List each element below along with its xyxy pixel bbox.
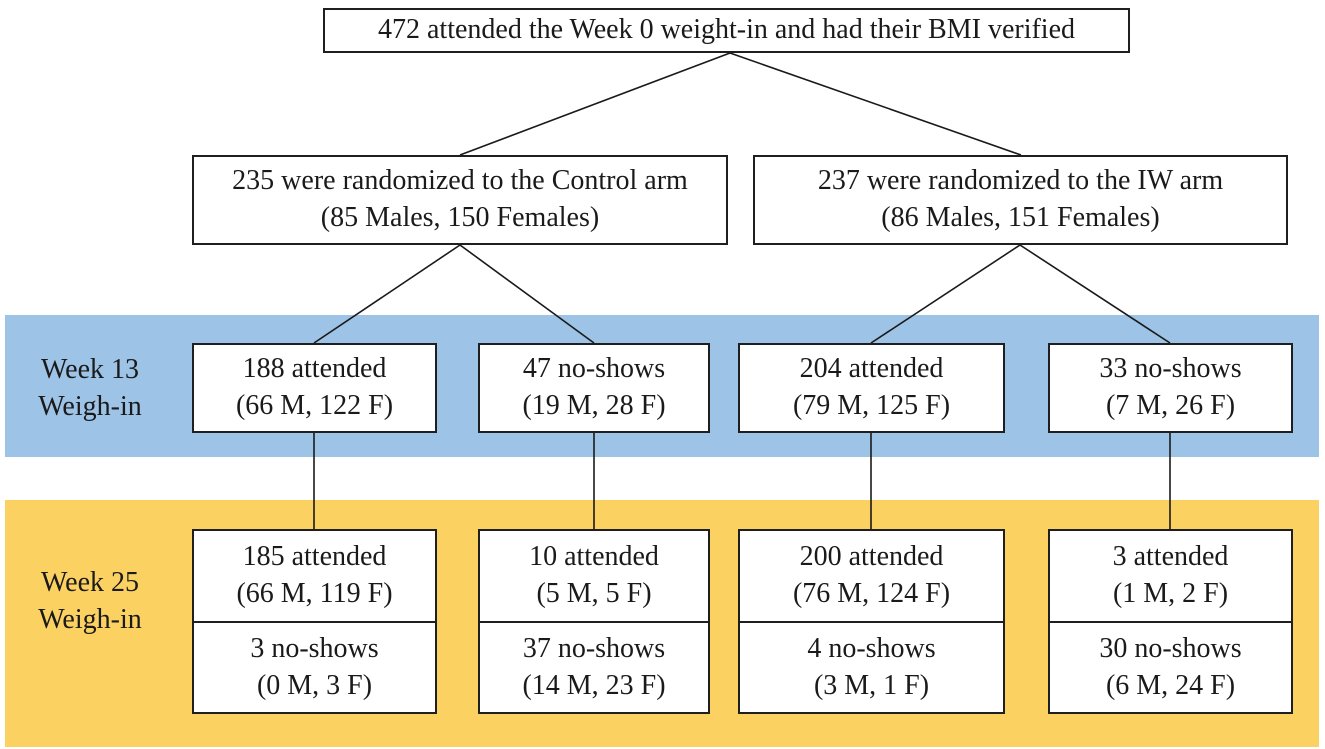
- week25-col3-noshows-cell: 4 no-shows (3 M, 1 F): [740, 623, 1003, 712]
- cell-line2: (14 M, 23 F): [522, 669, 666, 701]
- week25-col3-node: 200 attended (76 M, 124 F) 4 no-shows (3…: [738, 529, 1005, 714]
- node-line2: (79 M, 125 F): [792, 390, 951, 421]
- week13-row-label: Week 13 Weigh-in: [10, 352, 170, 426]
- week25-label-line1: Week 25: [40, 567, 140, 598]
- cell-line1: 10 attended: [529, 541, 659, 573]
- cell-line1: 4 no-shows: [807, 632, 936, 664]
- cell-line1: 37 no-shows: [522, 632, 666, 664]
- iw-arm-line1: 237 were randomized to the IW arm: [817, 165, 1224, 197]
- cell-line2: (5 M, 5 F): [536, 578, 652, 609]
- iw-arm-line2: (86 Males, 151 Females): [881, 202, 1160, 233]
- root-node-text: 472 attended the Week 0 weight-in and ha…: [377, 14, 1076, 46]
- week25-col4-node: 3 attended (1 M, 2 F) 30 no-shows (6 M, …: [1048, 529, 1293, 714]
- node-line1: 47 no-shows: [522, 353, 666, 385]
- cell-line1: 185 attended: [242, 541, 387, 573]
- cell-line2: (6 M, 24 F): [1105, 669, 1236, 701]
- week25-col3-attended-cell: 200 attended (76 M, 124 F): [740, 531, 1003, 623]
- cell-line2: (3 M, 1 F): [813, 669, 930, 701]
- week13-control-attended-node: 188 attended (66 M, 122 F): [192, 343, 437, 433]
- control-arm-line2: (85 Males, 150 Females): [320, 202, 600, 233]
- week25-col1-node: 185 attended (66 M, 119 F) 3 no-shows (0…: [192, 529, 437, 714]
- iw-arm-node: 237 were randomized to the IW arm (86 Ma…: [753, 155, 1288, 245]
- cell-line1: 3 no-shows: [250, 632, 379, 664]
- control-arm-line1: 235 were randomized to the Control arm: [232, 165, 688, 197]
- week25-col4-attended-cell: 3 attended (1 M, 2 F): [1050, 531, 1291, 623]
- node-line2: (7 M, 26 F): [1105, 390, 1236, 421]
- node-line1: 188 attended: [242, 353, 387, 385]
- node-line1: 33 no-shows: [1099, 353, 1242, 385]
- week25-row-label: Week 25 Weigh-in: [10, 565, 170, 639]
- week13-iw-attended-node: 204 attended (79 M, 125 F): [738, 343, 1005, 433]
- cell-line2: (76 M, 124 F): [792, 578, 951, 609]
- week25-col2-node: 10 attended (5 M, 5 F) 37 no-shows (14 M…: [478, 529, 710, 714]
- week13-control-noshows-node: 47 no-shows (19 M, 28 F): [478, 343, 710, 433]
- cell-line1: 3 attended: [1112, 541, 1229, 573]
- cell-line2: (0 M, 3 F): [256, 669, 373, 701]
- week25-label-line2: Weigh-in: [38, 603, 142, 635]
- week13-label-line2: Weigh-in: [38, 390, 142, 422]
- cell-line1: 30 no-shows: [1099, 632, 1242, 664]
- node-line2: (19 M, 28 F): [522, 390, 666, 421]
- week25-col1-attended-cell: 185 attended (66 M, 119 F): [194, 531, 435, 623]
- control-arm-node: 235 were randomized to the Control arm (…: [192, 155, 728, 245]
- cell-line2: (1 M, 2 F): [1112, 578, 1229, 609]
- cell-line1: 200 attended: [799, 541, 944, 573]
- week25-col1-noshows-cell: 3 no-shows (0 M, 3 F): [194, 623, 435, 712]
- week25-col4-noshows-cell: 30 no-shows (6 M, 24 F): [1050, 623, 1291, 712]
- week13-label-line1: Week 13: [40, 354, 140, 385]
- cell-line2: (66 M, 119 F): [236, 578, 393, 609]
- week25-col2-noshows-cell: 37 no-shows (14 M, 23 F): [480, 623, 708, 712]
- node-line1: 204 attended: [799, 353, 944, 385]
- node-line2: (66 M, 122 F): [235, 390, 394, 421]
- root-node-week0: 472 attended the Week 0 weight-in and ha…: [323, 8, 1130, 53]
- week25-col2-attended-cell: 10 attended (5 M, 5 F): [480, 531, 708, 623]
- week13-iw-noshows-node: 33 no-shows (7 M, 26 F): [1048, 343, 1293, 433]
